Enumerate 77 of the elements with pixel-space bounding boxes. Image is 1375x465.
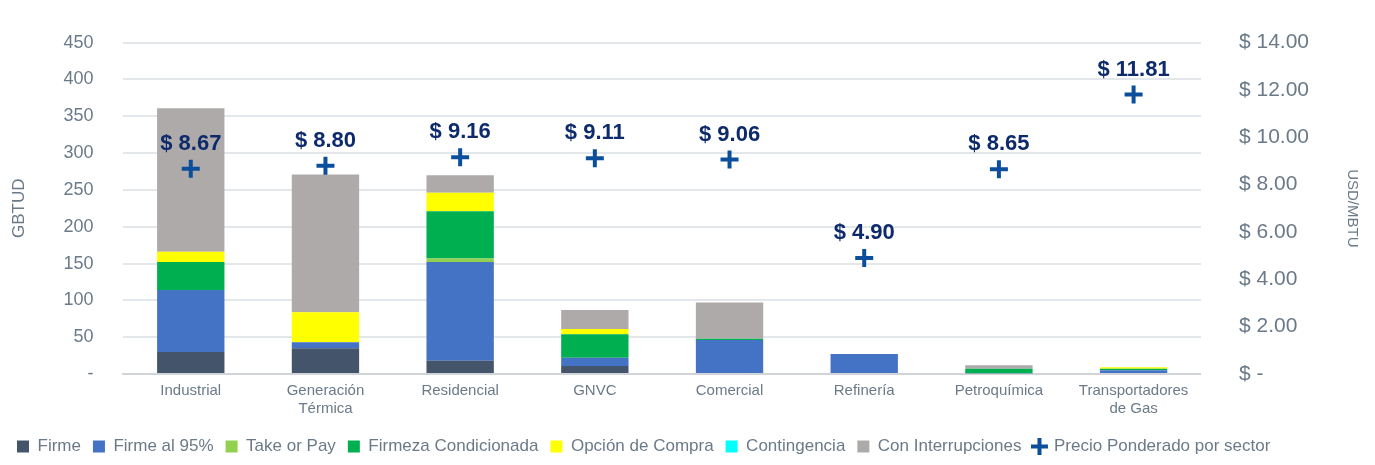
- y2-tick-label: $ 10.00: [1238, 124, 1310, 148]
- bar: [291, 174, 360, 313]
- y-tick-label: 200: [63, 215, 94, 236]
- y-tick-label: 100: [63, 289, 94, 310]
- bar: [561, 329, 629, 335]
- bar: [157, 351, 225, 373]
- bar: [426, 262, 494, 361]
- y-tick-label: 450: [63, 31, 94, 52]
- legend-label: Opción de Compra: [570, 436, 715, 456]
- point: [583, 147, 606, 170]
- y-tick-label: 350: [63, 105, 94, 126]
- data-label: $ 8.67: [160, 129, 222, 155]
- y-tick-label: 50: [73, 326, 94, 347]
- y2-tick-label: $ -: [1238, 360, 1264, 384]
- x-tick-label: Transportadores de Gas: [1078, 381, 1189, 417]
- y2-tick-label: $ 14.00: [1238, 29, 1310, 53]
- bar: [157, 290, 225, 352]
- x-tick-label: Comercial: [695, 381, 764, 399]
- bar: [695, 302, 764, 339]
- x-tick-label: Petroquímica: [954, 381, 1044, 399]
- bar: [291, 342, 360, 349]
- bar: [561, 357, 629, 366]
- point: [1122, 83, 1145, 106]
- bar: [561, 334, 629, 358]
- x-tick-label: Residencial: [421, 381, 499, 399]
- y2-axis-title: USD/MBTU: [1344, 169, 1362, 248]
- bar: [965, 368, 1033, 374]
- point: [718, 148, 741, 171]
- legend-label: Firme: [37, 436, 81, 456]
- point: [987, 158, 1010, 181]
- legend-label: Precio Ponderado por sector: [1053, 436, 1271, 456]
- bar: [291, 348, 360, 373]
- point: [449, 146, 472, 169]
- bar: [157, 108, 225, 252]
- x-tick-label: Generación Térmica: [286, 381, 365, 417]
- y2-tick-label: $ 12.00: [1238, 76, 1310, 100]
- data-label: $ 9.16: [429, 118, 491, 144]
- bar: [695, 340, 764, 373]
- legend-label: Take or Pay: [246, 436, 337, 456]
- point: [853, 247, 876, 270]
- legend-label: Con Interrupciones: [877, 436, 1022, 456]
- bar: [157, 262, 225, 291]
- y2-tick-label: $ 2.00: [1238, 313, 1298, 337]
- bar: [965, 365, 1033, 369]
- x-tick-label: Refinería: [833, 381, 896, 399]
- y-tick-label: 400: [63, 68, 94, 89]
- x-tick-label: GNVC: [573, 381, 617, 399]
- data-label: $ 9.06: [698, 120, 761, 146]
- x-tick-label: Industrial: [160, 381, 222, 399]
- bar: [426, 211, 494, 259]
- data-label: $ 11.81: [1097, 55, 1170, 81]
- y2-tick-label: $ 8.00: [1238, 171, 1298, 195]
- bar: [426, 192, 494, 212]
- y-tick-label: 250: [63, 178, 94, 199]
- bar: [426, 360, 494, 373]
- data-label: $ 8.80: [294, 126, 357, 152]
- y2-tick-label: $ 6.00: [1238, 218, 1298, 242]
- bar: [426, 175, 494, 193]
- point: [179, 157, 202, 180]
- legend-label: Contingencia: [746, 436, 846, 456]
- legend-label: Firme al 95%: [113, 436, 214, 456]
- bar: [291, 312, 360, 343]
- legend-label: Firmeza Condicionada: [368, 436, 539, 456]
- data-label: $ 4.90: [833, 219, 895, 245]
- y-tick-label: 300: [63, 142, 94, 163]
- point: [314, 154, 337, 177]
- bar: [157, 251, 225, 263]
- bar: [561, 309, 629, 330]
- data-label: $ 9.11: [564, 119, 625, 145]
- y-tick-label: 150: [63, 252, 94, 273]
- bar: [830, 354, 898, 373]
- data-label: $ 8.65: [968, 130, 1030, 156]
- y-tick-label: -: [87, 362, 94, 383]
- bar: [426, 258, 494, 263]
- y-axis-title: GBTUD: [8, 178, 28, 239]
- y2-tick-label: $ 4.00: [1238, 266, 1298, 290]
- bar: [561, 365, 629, 373]
